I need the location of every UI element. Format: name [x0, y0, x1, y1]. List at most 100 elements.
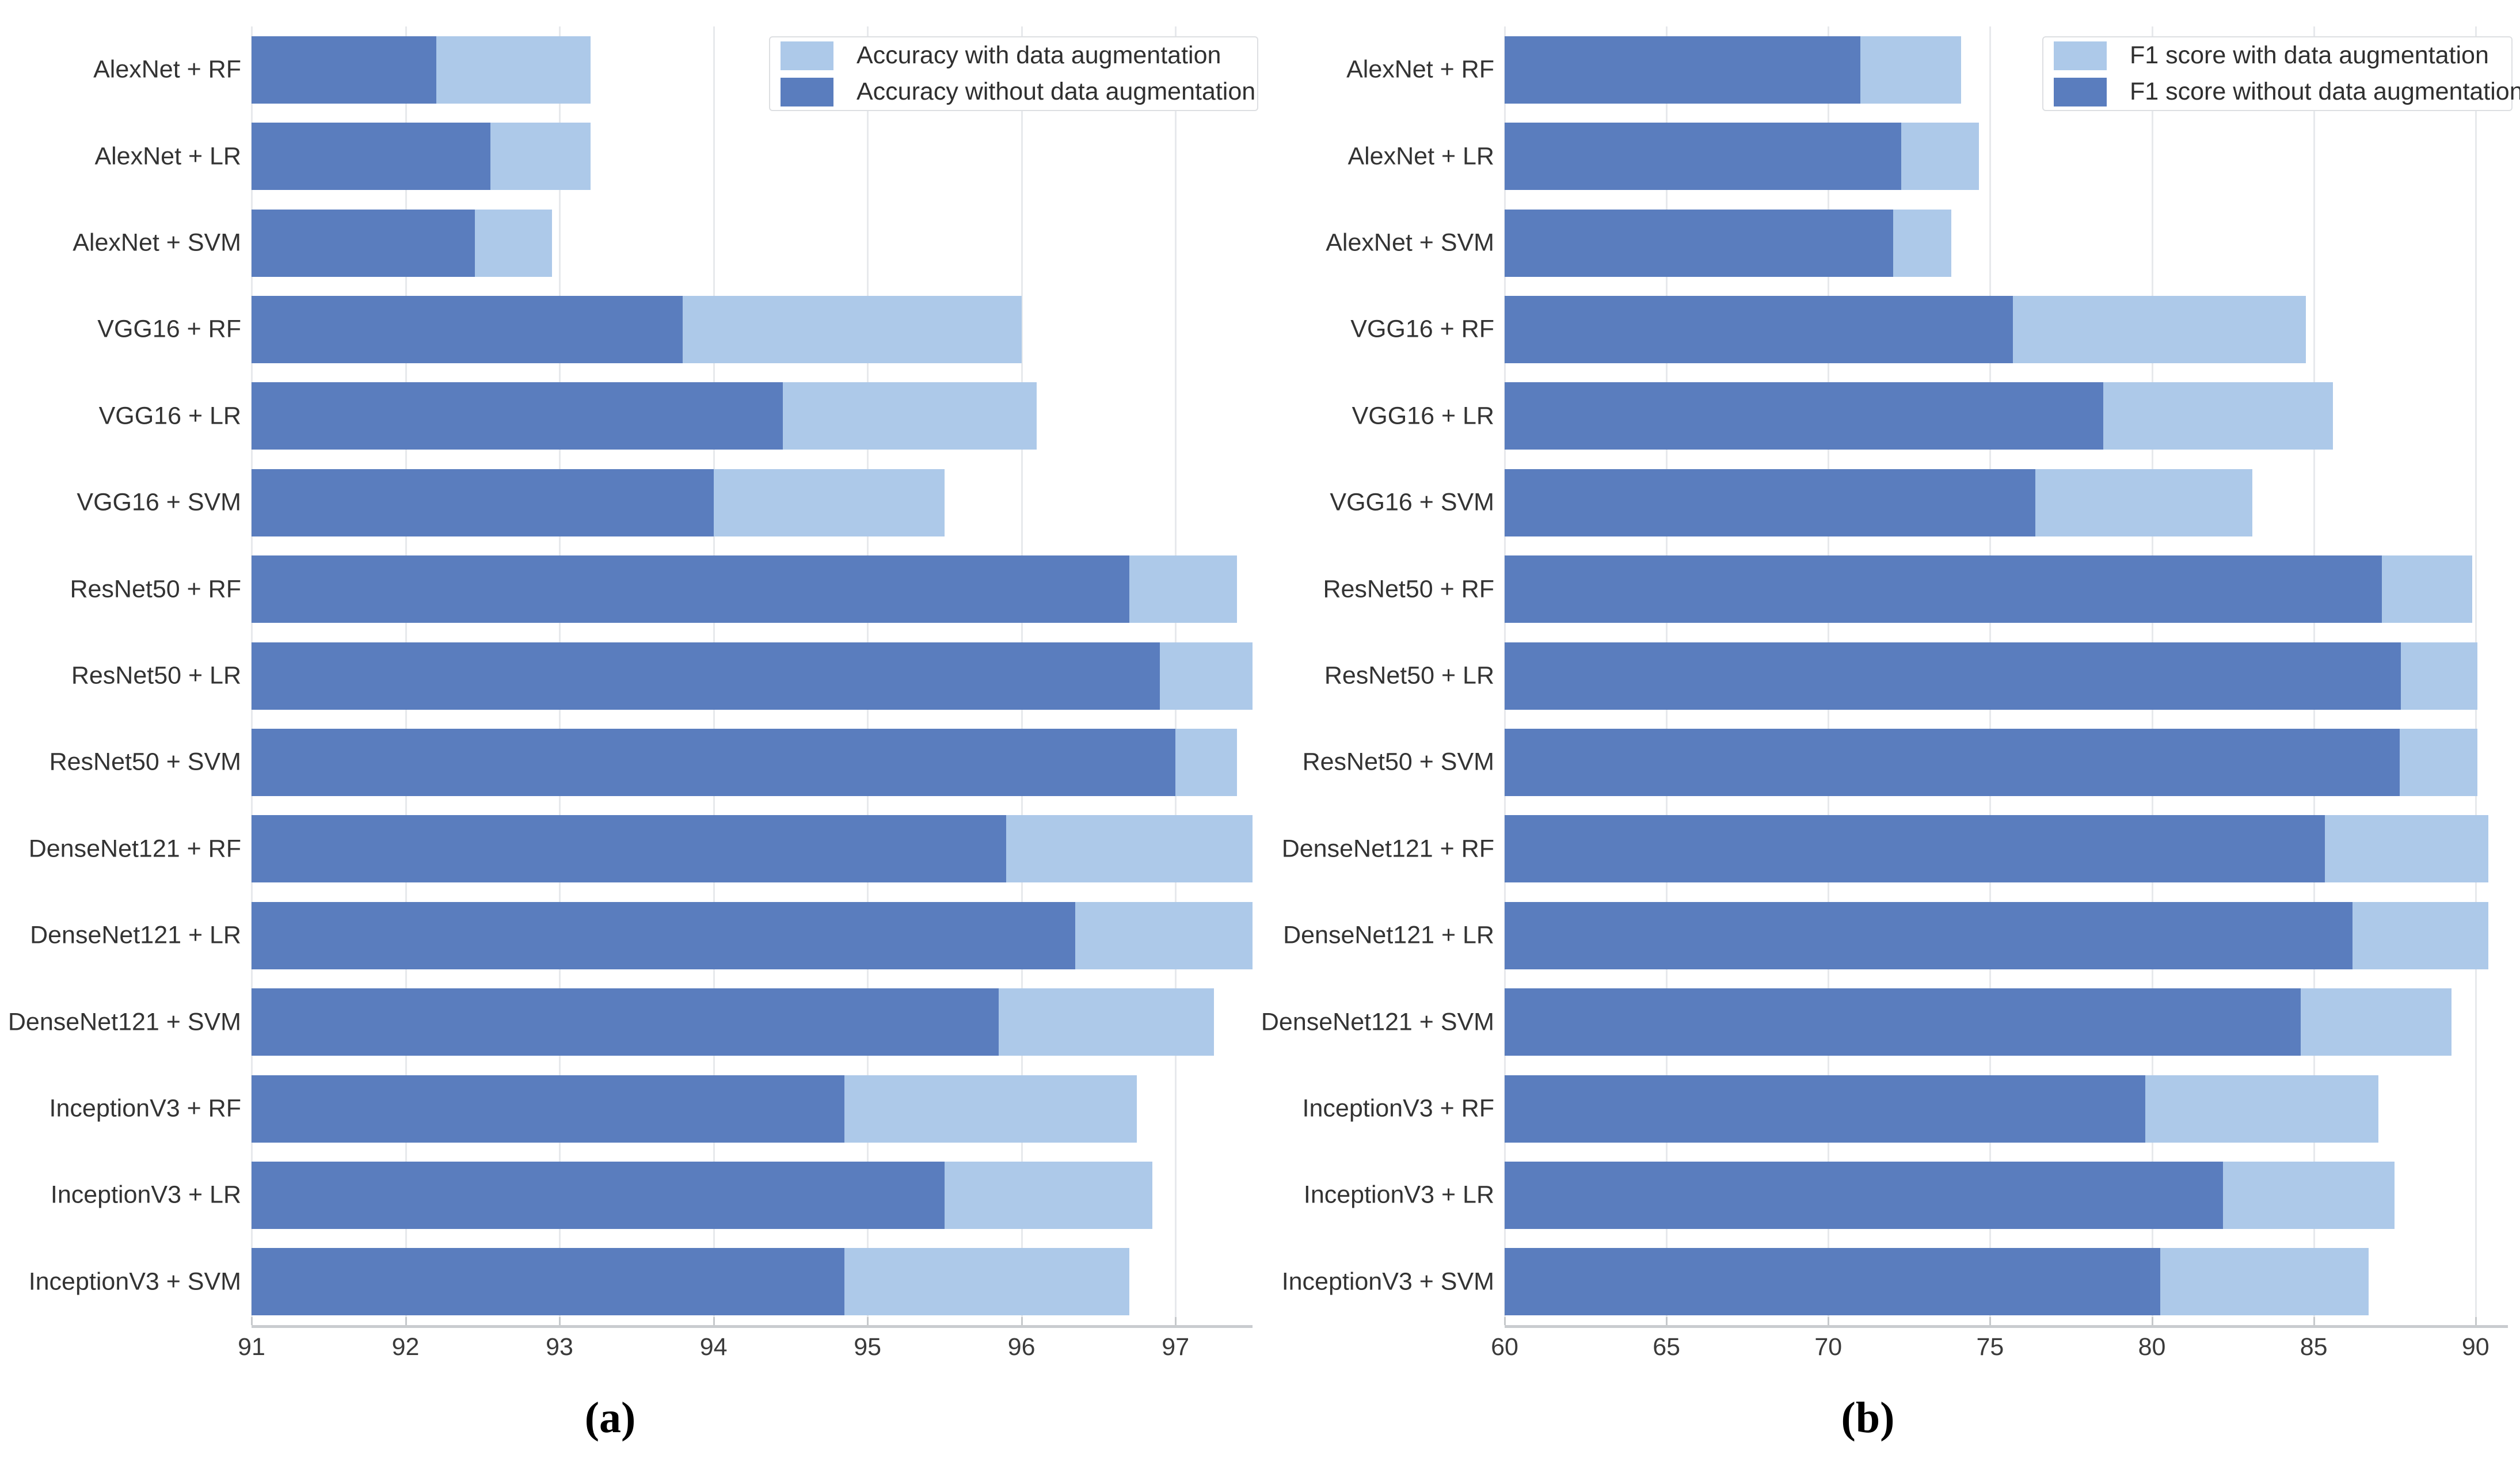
category-label: AlexNet + SVM [73, 229, 241, 257]
bar-without-aug-resnet50-rf [252, 555, 1129, 623]
bar-without-aug-inceptionv3-svm [1505, 1248, 2160, 1316]
x-axis-line [252, 1325, 1253, 1328]
legend-swatch-with-aug-icon [2054, 41, 2107, 70]
chart-f1-score: AlexNet + RF AlexNet + LR AlexNet + SVM VGG… [1261, 0, 2520, 1469]
bar-without-aug-alexnet-rf [1505, 36, 1861, 104]
category-label: ResNet50 + RF [1323, 575, 1494, 603]
category-label: VGG16 + SVM [1330, 488, 1494, 516]
category-label: VGG16 + SVM [77, 488, 241, 516]
bar-without-aug-resnet50-lr [252, 642, 1160, 710]
x-axis-line [1505, 1325, 2508, 1328]
category-label: ResNet50 + LR [1324, 661, 1494, 690]
x-tick [2313, 1317, 2315, 1325]
bar-without-aug-densenet121-rf [252, 815, 1006, 883]
bar-without-aug-vgg16-rf [252, 295, 683, 363]
bar-without-aug-inceptionv3-lr [252, 1161, 945, 1229]
x-tick-label: 96 [1007, 1333, 1036, 1361]
category-label: DenseNet121 + LR [1283, 921, 1494, 949]
category-label: InceptionV3 + RF [49, 1094, 241, 1122]
bar-without-aug-alexnet-lr [1505, 123, 1901, 191]
x-tick-label: 60 [1491, 1333, 1518, 1361]
category-label: VGG16 + LR [1352, 402, 1494, 430]
bar-without-aug-densenet121-svm [1505, 988, 2301, 1056]
bar-without-aug-alexnet-svm [252, 209, 475, 277]
x-tick [2475, 1317, 2477, 1325]
bar-without-aug-densenet121-lr [252, 901, 1076, 969]
x-tick-label: 90 [2461, 1333, 2489, 1361]
legend: Accuracy with data augmentation Accuracy … [769, 36, 1258, 111]
x-tick-label: 94 [699, 1333, 728, 1361]
category-label: DenseNet121 + LR [30, 921, 241, 949]
legend: F1 score with data augmentation F1 score … [2042, 36, 2520, 111]
category-label: AlexNet + LR [94, 142, 241, 170]
category-label: InceptionV3 + RF [1302, 1094, 1494, 1122]
x-tick [405, 1317, 407, 1325]
category-label: VGG16 + LR [98, 402, 241, 430]
subfigure-caption-b: (b) [1841, 1394, 1895, 1442]
bar-without-aug-inceptionv3-lr [1505, 1161, 2224, 1229]
category-label: AlexNet + RF [93, 55, 241, 83]
x-tick [559, 1317, 561, 1325]
x-tick [2151, 1317, 2153, 1325]
bar-without-aug-alexnet-rf [252, 36, 437, 104]
category-label: DenseNet121 + RF [1281, 835, 1494, 863]
chart-accuracy: AlexNet + RF AlexNet + LR AlexNet + SVM VGG… [8, 0, 1258, 1469]
x-tick [713, 1317, 715, 1325]
legend-label: F1 score without data augmentation [2130, 78, 2520, 105]
category-label: InceptionV3 + SVM [1281, 1268, 1494, 1296]
x-tick [1828, 1317, 1830, 1325]
x-tick-label: 92 [391, 1333, 420, 1361]
bar-without-aug-resnet50-lr [1505, 642, 2401, 710]
x-tick [1021, 1317, 1023, 1325]
bar-without-aug-vgg16-lr [1505, 382, 2104, 450]
x-tick-label: 80 [2138, 1333, 2166, 1361]
legend-swatch-with-aug-icon [781, 41, 833, 70]
x-tick-label: 91 [238, 1333, 265, 1361]
x-tick [1175, 1317, 1177, 1325]
bar-without-aug-inceptionv3-rf [252, 1075, 845, 1143]
category-label: AlexNet + SVM [1326, 229, 1494, 257]
bar-without-aug-resnet50-rf [1505, 555, 2382, 623]
category-label: ResNet50 + LR [71, 661, 241, 690]
category-label: ResNet50 + SVM [1302, 748, 1494, 776]
subfigure-caption-a: (a) [584, 1394, 636, 1442]
legend-label: Accuracy with data augmentation [857, 41, 1221, 69]
category-label: VGG16 + RF [97, 315, 241, 343]
x-tick [867, 1317, 869, 1325]
category-label: DenseNet121 + RF [28, 835, 241, 863]
bar-without-aug-inceptionv3-rf [1505, 1075, 2146, 1143]
x-tick-label: 93 [546, 1333, 573, 1361]
category-label: DenseNet121 + SVM [1261, 1008, 1494, 1036]
category-label: ResNet50 + SVM [49, 748, 241, 776]
category-label: AlexNet + RF [1346, 55, 1494, 83]
bar-without-aug-vgg16-lr [252, 382, 783, 450]
x-tick [1504, 1317, 1506, 1325]
bar-without-aug-densenet121-svm [252, 988, 999, 1056]
bar-without-aug-alexnet-lr [252, 123, 490, 191]
legend-entry: Accuracy without data augmentation [781, 74, 1255, 110]
category-label: InceptionV3 + SVM [28, 1268, 241, 1296]
legend-entry: F1 score with data augmentation [2054, 37, 2501, 74]
bar-without-aug-resnet50-svm [1505, 728, 2400, 796]
bar-without-aug-resnet50-svm [252, 728, 1176, 796]
category-label: InceptionV3 + LR [50, 1181, 241, 1209]
bar-without-aug-densenet121-rf [1505, 815, 2325, 883]
category-label: VGG16 + RF [1350, 315, 1494, 343]
bar-without-aug-vgg16-rf [1505, 295, 2013, 363]
bar-without-aug-vgg16-svm [1505, 469, 2036, 536]
x-tick-label: 97 [1162, 1333, 1190, 1361]
legend-entry: F1 score without data augmentation [2054, 74, 2520, 110]
legend-swatch-without-aug-icon [2054, 77, 2107, 106]
legend-label: F1 score with data augmentation [2130, 41, 2489, 69]
legend-entry: Accuracy with data augmentation [781, 37, 1247, 74]
category-label: AlexNet + LR [1347, 142, 1494, 170]
category-label: DenseNet121 + SVM [7, 1008, 241, 1036]
legend-label: Accuracy without data augmentation [857, 78, 1256, 105]
bar-without-aug-inceptionv3-svm [252, 1248, 845, 1316]
bar-without-aug-vgg16-svm [252, 469, 714, 536]
x-tick [1989, 1317, 1992, 1325]
category-label: ResNet50 + RF [70, 575, 241, 603]
x-tick-label: 75 [1976, 1333, 2004, 1361]
category-label: InceptionV3 + LR [1303, 1181, 1494, 1209]
